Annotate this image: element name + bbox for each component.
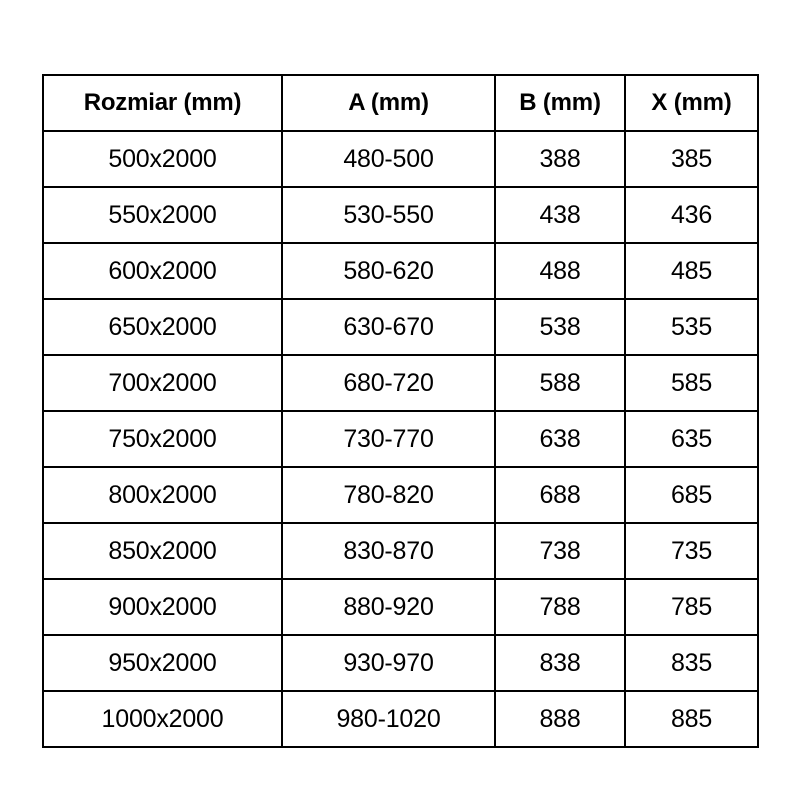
cell-a: 830-870 bbox=[281, 522, 496, 580]
column-header-b: B (mm) bbox=[494, 74, 626, 132]
table-row: 650x2000 630-670 538 535 bbox=[42, 298, 759, 356]
specification-table-container: Rozmiar (mm) A (mm) B (mm) X (mm) 500x20… bbox=[42, 74, 759, 748]
cell-x: 385 bbox=[624, 130, 759, 188]
cell-a: 880-920 bbox=[281, 578, 496, 636]
cell-b: 738 bbox=[494, 522, 626, 580]
table-row: 700x2000 680-720 588 585 bbox=[42, 354, 759, 412]
specification-table: Rozmiar (mm) A (mm) B (mm) X (mm) 500x20… bbox=[42, 74, 759, 748]
table-row: 800x2000 780-820 688 685 bbox=[42, 466, 759, 524]
table-row: 850x2000 830-870 738 735 bbox=[42, 522, 759, 580]
cell-size: 500x2000 bbox=[42, 130, 283, 188]
cell-b: 688 bbox=[494, 466, 626, 524]
cell-x: 485 bbox=[624, 242, 759, 300]
cell-a: 680-720 bbox=[281, 354, 496, 412]
cell-x: 535 bbox=[624, 298, 759, 356]
table-row: 900x2000 880-920 788 785 bbox=[42, 578, 759, 636]
cell-size: 900x2000 bbox=[42, 578, 283, 636]
cell-a: 530-550 bbox=[281, 186, 496, 244]
table-row: 750x2000 730-770 638 635 bbox=[42, 410, 759, 468]
cell-size: 550x2000 bbox=[42, 186, 283, 244]
cell-a: 930-970 bbox=[281, 634, 496, 692]
cell-b: 388 bbox=[494, 130, 626, 188]
table-header: Rozmiar (mm) A (mm) B (mm) X (mm) bbox=[42, 74, 759, 132]
cell-size: 600x2000 bbox=[42, 242, 283, 300]
table-row: 1000x2000 980-1020 888 885 bbox=[42, 690, 759, 748]
cell-size: 700x2000 bbox=[42, 354, 283, 412]
cell-a: 580-620 bbox=[281, 242, 496, 300]
cell-a: 630-670 bbox=[281, 298, 496, 356]
cell-size: 1000x2000 bbox=[42, 690, 283, 748]
table-row: 600x2000 580-620 488 485 bbox=[42, 242, 759, 300]
column-header-rozmiar: Rozmiar (mm) bbox=[42, 74, 283, 132]
cell-x: 635 bbox=[624, 410, 759, 468]
cell-x: 885 bbox=[624, 690, 759, 748]
table-body: 500x2000 480-500 388 385 550x2000 530-550 438 4… bbox=[42, 130, 759, 748]
cell-x: 585 bbox=[624, 354, 759, 412]
table-row: 500x2000 480-500 388 385 bbox=[42, 130, 759, 188]
cell-size: 800x2000 bbox=[42, 466, 283, 524]
cell-b: 638 bbox=[494, 410, 626, 468]
column-header-a: A (mm) bbox=[281, 74, 496, 132]
cell-b: 538 bbox=[494, 298, 626, 356]
cell-a: 780-820 bbox=[281, 466, 496, 524]
cell-b: 588 bbox=[494, 354, 626, 412]
cell-b: 888 bbox=[494, 690, 626, 748]
cell-x: 835 bbox=[624, 634, 759, 692]
cell-b: 438 bbox=[494, 186, 626, 244]
column-header-x: X (mm) bbox=[624, 74, 759, 132]
cell-a: 480-500 bbox=[281, 130, 496, 188]
cell-b: 788 bbox=[494, 578, 626, 636]
cell-size: 950x2000 bbox=[42, 634, 283, 692]
cell-x: 735 bbox=[624, 522, 759, 580]
cell-a: 730-770 bbox=[281, 410, 496, 468]
table-row: 950x2000 930-970 838 835 bbox=[42, 634, 759, 692]
table-row: 550x2000 530-550 438 436 bbox=[42, 186, 759, 244]
cell-a: 980-1020 bbox=[281, 690, 496, 748]
cell-size: 850x2000 bbox=[42, 522, 283, 580]
cell-b: 838 bbox=[494, 634, 626, 692]
cell-x: 785 bbox=[624, 578, 759, 636]
cell-size: 650x2000 bbox=[42, 298, 283, 356]
cell-size: 750x2000 bbox=[42, 410, 283, 468]
table-header-row: Rozmiar (mm) A (mm) B (mm) X (mm) bbox=[42, 74, 759, 132]
cell-x: 436 bbox=[624, 186, 759, 244]
cell-b: 488 bbox=[494, 242, 626, 300]
cell-x: 685 bbox=[624, 466, 759, 524]
